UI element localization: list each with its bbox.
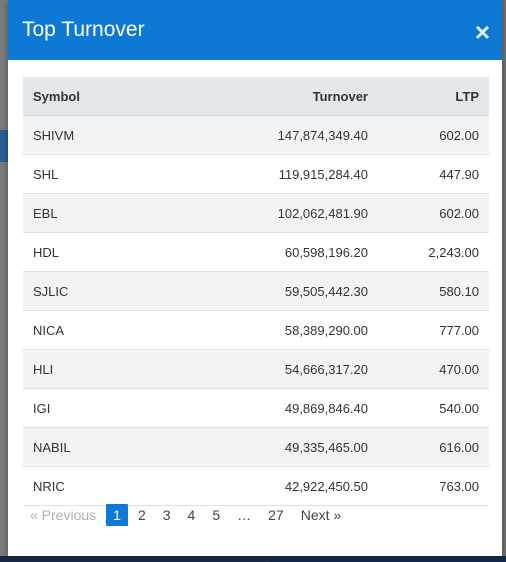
ltp-cell: 580.10 [378,271,489,311]
table-row[interactable]: HDL 60,598,196.20 2,243.00 [23,232,489,272]
symbol-cell[interactable]: SHL [23,154,163,194]
table-row[interactable]: SHIVM 147,874,349.40 602.00 [23,115,489,155]
table-row[interactable]: NICA 58,389,290.00 777.00 [23,310,489,350]
table-row[interactable]: IGI 49,869,846.40 540.00 [23,388,489,428]
table-row[interactable]: SHL 119,915,284.40 447.90 [23,154,489,194]
ltp-cell: 447.90 [378,154,489,194]
turnover-cell: 119,915,284.40 [163,154,378,194]
ltp-cell: 602.00 [378,193,489,233]
page-button-1[interactable]: 1 [106,504,128,526]
background-footer-dark [270,556,506,562]
previous-page-button[interactable]: « Previous [30,507,97,523]
ltp-cell: 777.00 [378,310,489,350]
ltp-cell: 470.00 [378,349,489,389]
table-row[interactable]: SJLIC 59,505,442.30 580.10 [23,271,489,311]
close-icon[interactable]: × [474,17,490,47]
page-button-3[interactable]: 3 [162,507,171,523]
table-header-row: Symbol Turnover LTP [23,77,489,116]
modal-title: Top Turnover [22,18,145,41]
column-header-ltp[interactable]: LTP [378,77,489,116]
symbol-cell[interactable]: NRIC [23,466,163,506]
ltp-cell: 540.00 [378,388,489,428]
background-highlight [0,130,8,162]
column-header-turnover[interactable]: Turnover [163,77,378,116]
ltp-cell: 763.00 [378,466,489,506]
symbol-cell[interactable]: SHIVM [23,115,163,155]
page-button-last[interactable]: 27 [268,507,284,523]
pagination: « Previous 1 2 3 4 5 … 27 Next » [23,504,351,526]
turnover-table-container: Symbol Turnover LTP SHIVM 147,874,349.40 6… [23,77,489,506]
page-button-4[interactable]: 4 [187,507,196,523]
turnover-cell: 59,505,442.30 [163,271,378,311]
background-footer [0,556,506,562]
turnover-cell: 147,874,349.40 [163,115,378,155]
pagination-ellipsis: … [237,507,252,523]
turnover-cell: 49,869,846.40 [163,388,378,428]
turnover-cell: 102,062,481.90 [163,193,378,233]
symbol-cell[interactable]: EBL [23,193,163,233]
page-button-2[interactable]: 2 [137,507,146,523]
next-page-button[interactable]: Next » [300,507,342,523]
symbol-cell[interactable]: HLI [23,349,163,389]
symbol-cell[interactable]: HDL [23,232,163,272]
table-row[interactable]: EBL 102,062,481.90 602.00 [23,193,489,233]
symbol-cell[interactable]: IGI [23,388,163,428]
table-row[interactable]: NRIC 42,922,450.50 763.00 [23,466,489,506]
page-button-5[interactable]: 5 [212,507,221,523]
ltp-cell: 2,243.00 [378,232,489,272]
symbol-cell[interactable]: SJLIC [23,271,163,311]
modal-header: Top Turnover × [8,0,502,60]
column-header-symbol[interactable]: Symbol [23,77,163,116]
turnover-cell: 49,335,465.00 [163,427,378,467]
turnover-table: Symbol Turnover LTP SHIVM 147,874,349.40 6… [23,77,489,506]
turnover-cell: 54,666,317.20 [163,349,378,389]
turnover-cell: 60,598,196.20 [163,232,378,272]
ltp-cell: 602.00 [378,115,489,155]
turnover-cell: 58,389,290.00 [163,310,378,350]
top-turnover-modal: Top Turnover × Symbol Turnover LTP SHIVM… [8,0,502,556]
ltp-cell: 616.00 [378,427,489,467]
background-page [0,0,8,562]
table-row[interactable]: HLI 54,666,317.20 470.00 [23,349,489,389]
table-row[interactable]: NABIL 49,335,465.00 616.00 [23,427,489,467]
symbol-cell[interactable]: NICA [23,310,163,350]
turnover-cell: 42,922,450.50 [163,466,378,506]
symbol-cell[interactable]: NABIL [23,427,163,467]
